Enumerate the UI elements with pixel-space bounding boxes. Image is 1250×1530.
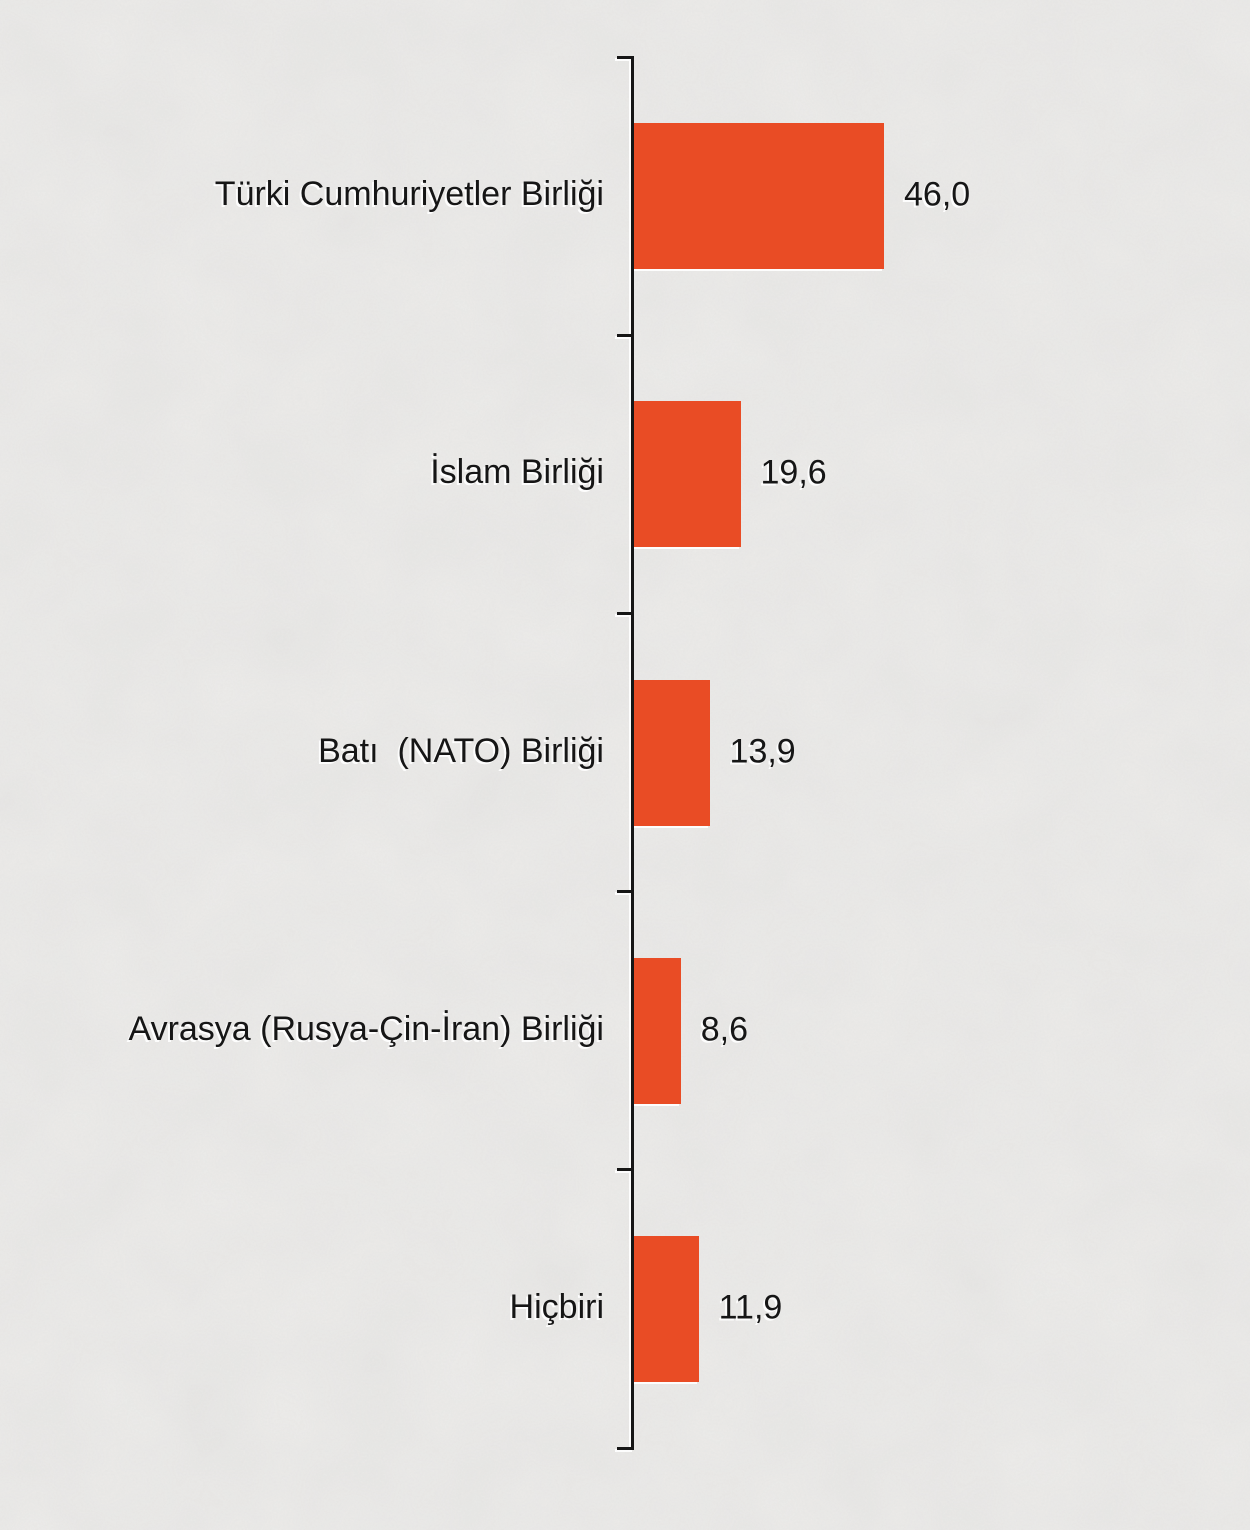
value-label: 8,6 <box>700 1010 748 1049</box>
y-axis-line <box>631 57 634 1448</box>
y-axis-tick <box>617 611 634 615</box>
y-axis-tick <box>617 1446 634 1450</box>
bar <box>634 957 681 1104</box>
bar <box>634 1235 699 1382</box>
category-label: Türki Cumhuriyetler Birliği <box>214 175 604 214</box>
bar <box>634 401 741 548</box>
value-label: 11,9 <box>718 1288 783 1327</box>
value-label: 13,9 <box>729 732 796 771</box>
category-label: Hiçbiri <box>509 1287 604 1326</box>
bar <box>634 123 884 270</box>
y-axis-tick <box>617 890 634 894</box>
y-axis-tick <box>617 55 634 59</box>
value-label: 46,0 <box>904 175 971 214</box>
category-label: İslam Birliği <box>430 453 604 492</box>
value-label: 19,6 <box>760 454 827 493</box>
category-label: Avrasya (Rusya-Çin-İran) Birliği <box>128 1009 605 1048</box>
y-axis-tick <box>617 333 634 337</box>
y-axis-tick <box>617 1168 634 1172</box>
bar <box>634 679 710 826</box>
category-label: Batı (NATO) Birliği <box>318 731 604 770</box>
